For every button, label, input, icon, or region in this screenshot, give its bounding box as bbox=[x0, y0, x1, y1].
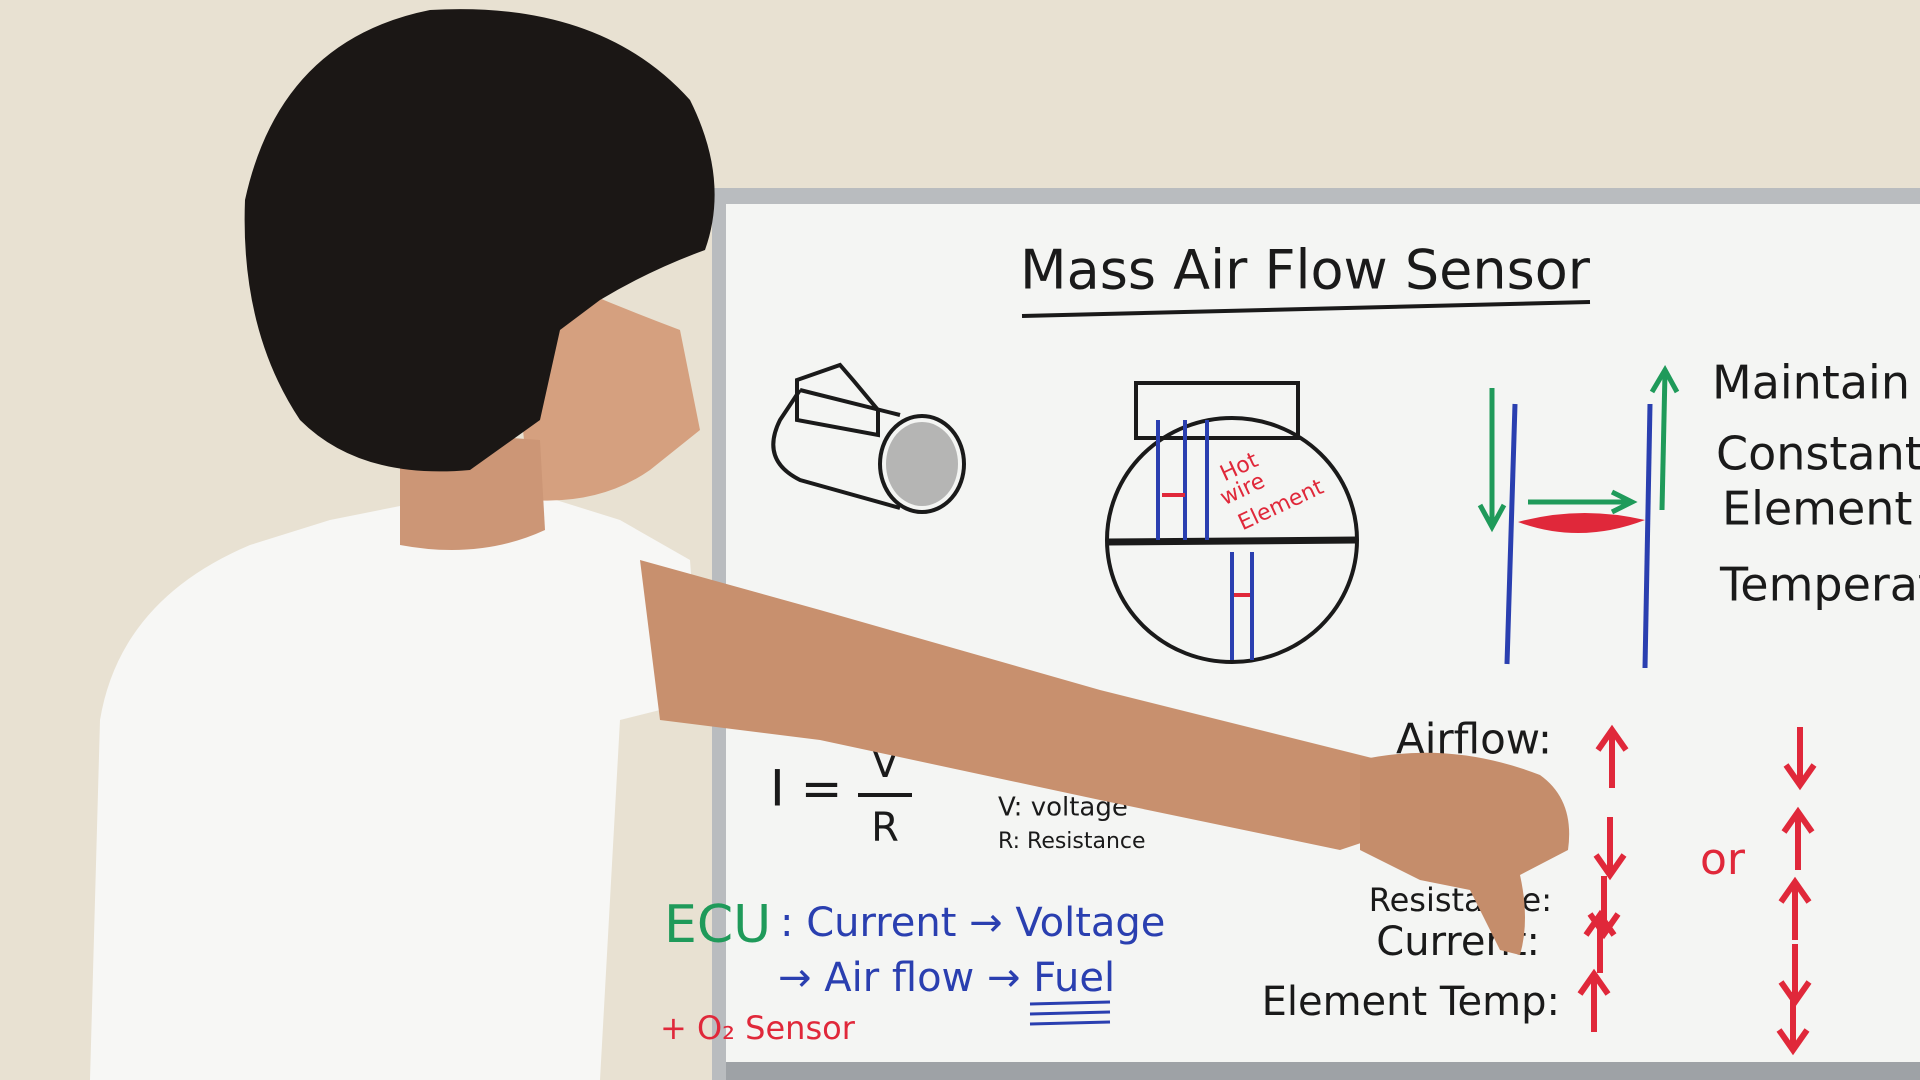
cross-section bbox=[1105, 381, 1359, 664]
arrow bbox=[1593, 817, 1627, 881]
element-diagram bbox=[1477, 364, 1680, 669]
legend-line: R: Resistance bbox=[998, 829, 1146, 854]
person bbox=[90, 9, 1570, 1080]
effect-row: Element Temp: bbox=[1262, 979, 1560, 1025]
whiteboard bbox=[726, 204, 1920, 1074]
ecu-line: : Current → Voltage bbox=[780, 900, 1165, 946]
sensor-mesh bbox=[886, 422, 958, 506]
note-line: Element bbox=[1722, 482, 1912, 536]
ecu-label: ECU bbox=[664, 895, 771, 955]
fuel-underline bbox=[1029, 1000, 1111, 1026]
board-title: Mass Air Flow Sensor bbox=[1020, 239, 1591, 302]
ecu-extra: + O₂ Sensor bbox=[660, 1009, 856, 1047]
arrow bbox=[1783, 727, 1817, 791]
note-line: Maintain bbox=[1712, 356, 1910, 410]
arrow bbox=[1577, 968, 1611, 1032]
effect-arrows bbox=[1577, 724, 1817, 1056]
arrow bbox=[1595, 724, 1629, 788]
board-tray bbox=[726, 1062, 1920, 1080]
title-underline bbox=[1021, 300, 1591, 318]
arrow bbox=[1778, 876, 1812, 940]
arrow bbox=[1776, 992, 1810, 1056]
note-line: Temperature bbox=[1719, 558, 1920, 612]
formula-denominator: R bbox=[871, 805, 899, 851]
sensor-sketch bbox=[771, 362, 966, 514]
separator: or bbox=[1700, 834, 1746, 885]
note-line: Constant bbox=[1716, 427, 1920, 481]
ecu-line: → Air flow → Fuel bbox=[778, 955, 1115, 1001]
arrow bbox=[1583, 909, 1617, 973]
formula-lhs: I = bbox=[770, 760, 843, 818]
arrow bbox=[1781, 806, 1815, 870]
